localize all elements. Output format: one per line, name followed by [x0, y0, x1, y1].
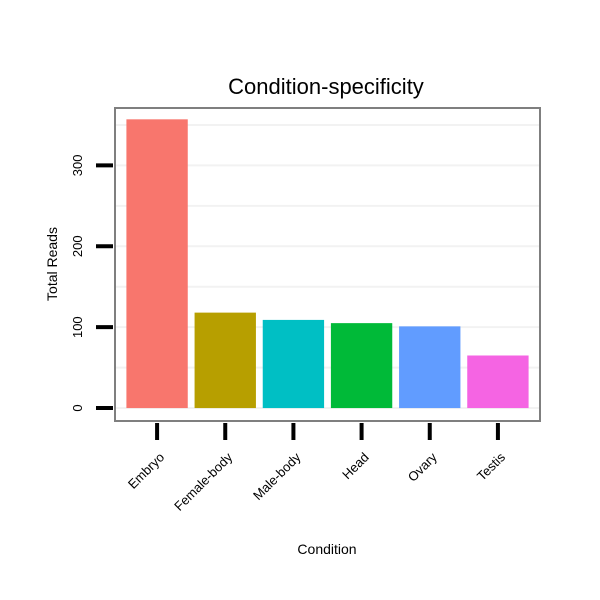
bar-female-body	[194, 312, 256, 409]
x-axis-title: Condition	[297, 541, 356, 557]
y-tick-label: 0	[70, 404, 85, 411]
x-tick-label: Embryo	[125, 450, 167, 492]
bar-ovary	[399, 326, 461, 409]
y-tick-label: 300	[70, 155, 85, 177]
bar-embryo	[126, 119, 188, 409]
bar-testis	[467, 355, 529, 409]
x-tick-label: Female-body	[171, 449, 236, 514]
chart-title: Condition-specificity	[228, 74, 424, 99]
bar-male-body	[262, 319, 325, 409]
x-tick-label: Male-body	[250, 449, 304, 503]
x-axis: Embryo Female-body Male-body Head Ovary Testi…	[125, 423, 508, 514]
y-axis: 0 100 200 300	[70, 155, 113, 412]
x-tick-label: Ovary	[405, 449, 440, 484]
x-tick-label: Testis	[474, 449, 508, 483]
x-tick-label: Head	[339, 450, 372, 483]
y-axis-title: Total Reads	[44, 227, 60, 301]
y-tick-label: 200	[70, 235, 85, 257]
bars	[126, 119, 529, 409]
y-tick-label: 100	[70, 316, 85, 338]
bar-head	[330, 323, 393, 409]
